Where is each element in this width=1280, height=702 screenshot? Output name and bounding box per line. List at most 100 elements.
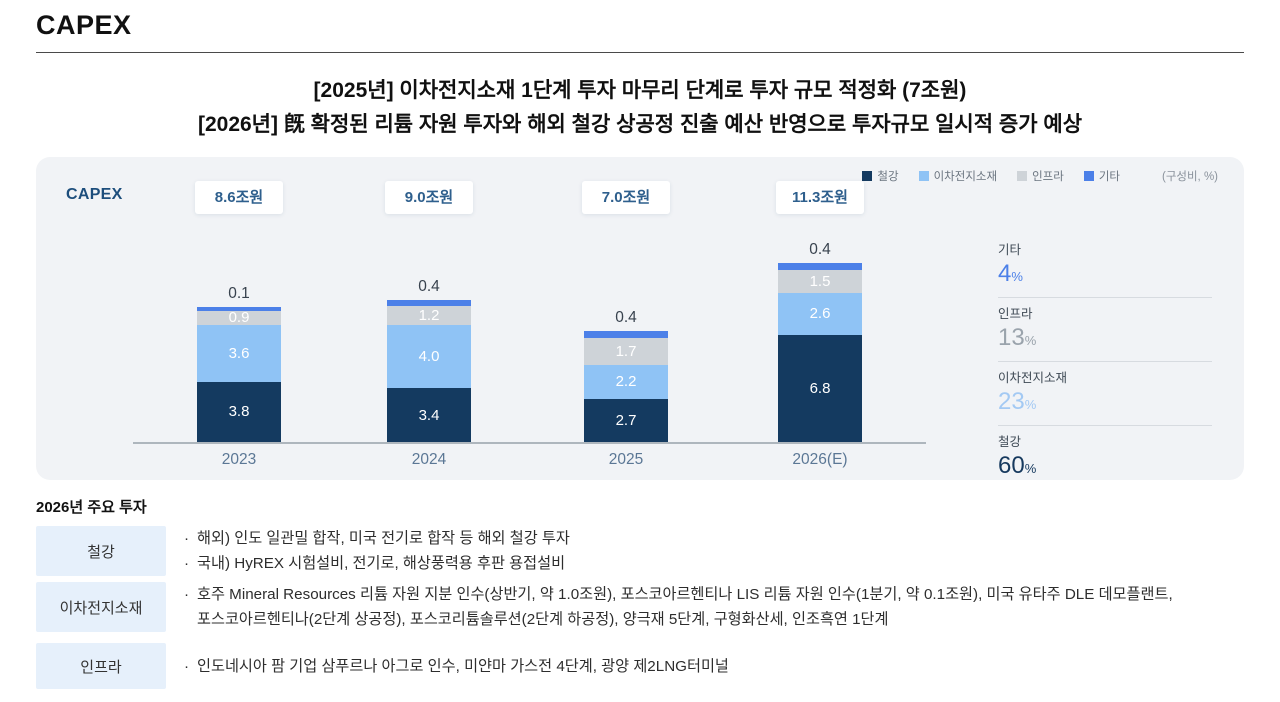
total-amount-box: 9.0조원: [385, 181, 473, 214]
legend-swatch-icon: [1083, 171, 1094, 181]
segment-value-label: 2.2: [615, 373, 637, 391]
bullet-spacer: [184, 607, 197, 632]
composition-value-number: 60: [998, 452, 1025, 479]
investment-text: 인도네시아 팜 기업 삼푸르나 아그로 인수, 미얀마 가스전 4단계, 광양 …: [197, 657, 729, 675]
composition-unit-note: (구성비, %): [1161, 171, 1218, 183]
segment-value-label: 3.6: [228, 345, 250, 363]
bar-2024: 1.2 4.0 3.4: [387, 299, 471, 442]
composition-value-number: 23: [998, 388, 1025, 415]
bar-segment: [584, 331, 668, 338]
bar-top-label: 0.4: [418, 277, 440, 295]
bar-segment: 3.6: [197, 325, 281, 382]
bar-2023: 0.9 3.6 3.8: [197, 306, 281, 442]
composition-label: 철강: [998, 435, 1022, 449]
investment-row: 이차전지소재 · 호주 Mineral Resources 리튬 자원 지분 인수(…: [36, 582, 1244, 632]
bar-segment: 4.0: [387, 325, 471, 389]
headline-line2: [2026년] 旣 확정된 리튬 자원 투자와 해외 철강 상공정 진출 예산 …: [197, 113, 1083, 136]
bar-top-label: 0.4: [615, 309, 637, 327]
legend-item: 이차전지소재: [918, 168, 998, 184]
composition-value-number: 4: [998, 260, 1012, 287]
bar-segment: 2.2: [584, 364, 668, 400]
investment-details: · 인도네시아 팜 기업 삼푸르나 아그로 인수, 미얀마 가스전 4단계, 광양…: [184, 643, 729, 689]
bar-segment: 0.9: [197, 309, 281, 326]
bar-segment: 6.8: [778, 334, 862, 442]
composition-value-number: 13: [998, 324, 1025, 351]
bar-segment: 1.5: [778, 269, 862, 294]
composition-label: 인프라: [998, 307, 1033, 321]
segment-value-label: 3.4: [418, 406, 440, 424]
composition-panel: 기타 4% 인프라 13% 이차전지소재 23% 철강 60%: [998, 243, 1212, 489]
bar-segment: 1.2: [387, 306, 471, 326]
investment-category-label: 철강: [36, 526, 166, 576]
investment-row: 인프라 · 인도네시아 팜 기업 삼푸르나 아그로 인수, 미얀마 가스전 4단계,…: [36, 643, 1244, 689]
investment-text: 호주 Mineral Resources 리튬 자원 지분 인수(상반기, 약 …: [197, 586, 1173, 603]
segment-value-label: 1.7: [615, 342, 637, 360]
investment-line: · 인도네시아 팜 기업 삼푸르나 아그로 인수, 미얀마 가스전 4단계, 광양…: [184, 654, 729, 679]
composition-item: 이차전지소재 23%: [998, 371, 1212, 426]
legend-label: 기타: [1098, 171, 1120, 183]
segment-value-label: 6.8: [809, 379, 831, 397]
legend-label: 인프라: [1032, 171, 1064, 183]
composition-value-unit: %: [1011, 269, 1023, 284]
bullet-icon: ·: [184, 586, 190, 603]
composition-item: 인프라 13%: [998, 307, 1212, 362]
bullet-icon: ·: [184, 555, 190, 572]
legend-swatch-icon: [918, 171, 929, 181]
composition-value-unit: %: [1024, 397, 1037, 412]
composition-label: 기타: [998, 243, 1022, 257]
bar-segment: 2.6: [778, 293, 862, 335]
segment-value-label: 1.5: [809, 273, 831, 291]
composition-value: 13%: [998, 324, 1212, 354]
legend-label: 철강: [877, 171, 899, 183]
investment-line: · 해외) 인도 일관밀 합작, 미국 전기로 합작 등 해외 철강 투자: [184, 526, 570, 551]
page-title: CAPEX: [36, 10, 132, 40]
legend-swatch-icon: [1017, 171, 1028, 181]
composition-value: 23%: [998, 388, 1212, 418]
composition-label: 이차전지소재: [998, 371, 1068, 385]
investments-heading: 2026년 주요 투자: [36, 499, 147, 516]
legend-item: 인프라: [1017, 168, 1064, 184]
legend-item: 기타: [1083, 168, 1120, 184]
investment-category-label: 이차전지소재: [36, 582, 166, 632]
investment-text: 포스코아르헨티나(2단계 상공정), 포스코리튬솔루션(2단계 하공정), 양극…: [197, 611, 889, 628]
capex-chart-panel: CAPEX 철강 이차전지소재 인프라 기타 (구성비, %) 기타 4% 인프라 13% 이차…: [36, 157, 1244, 480]
legend-label: 이차전지소재: [933, 171, 998, 183]
bar-segment: 3.4: [387, 388, 471, 442]
segment-value-label: 3.8: [228, 403, 250, 421]
category-label: 2025: [608, 451, 644, 468]
composition-value-unit: %: [1024, 333, 1037, 348]
segment-value-label: 2.7: [615, 412, 637, 430]
investment-details: · 호주 Mineral Resources 리튬 자원 지분 인수(상반기, 약…: [184, 582, 1173, 632]
investment-category-label: 인프라: [36, 643, 166, 689]
bar-top-label: 0.4: [809, 241, 831, 259]
chart-legend: 철강 이차전지소재 인프라 기타 (구성비, %): [862, 168, 1218, 184]
investment-details: · 해외) 인도 일관밀 합작, 미국 전기로 합작 등 해외 철강 투자 · 국내)…: [184, 526, 570, 576]
investment-line: · 호주 Mineral Resources 리튬 자원 지분 인수(상반기, 약…: [184, 582, 1173, 607]
bar-segment: 2.7: [584, 399, 668, 442]
segment-value-label: 1.2: [418, 307, 440, 325]
investment-line: · 국내) HyREX 시험설비, 전기로, 해상풍력용 후판 용접설비: [184, 551, 570, 576]
total-amount-box: 8.6조원: [195, 181, 283, 214]
total-amount-box: 7.0조원: [582, 181, 670, 214]
legend-swatch-icon: [862, 171, 873, 181]
bar-segment: [387, 299, 471, 307]
composition-value: 4%: [998, 260, 1212, 290]
chart-capex-label: CAPEX: [66, 186, 123, 203]
investment-text: 해외) 인도 일관밀 합작, 미국 전기로 합작 등 해외 철강 투자: [197, 530, 570, 547]
headline-line1: [2025년] 이차전지소재 1단계 투자 마무리 단계로 투자 규모 적정화 …: [313, 79, 967, 102]
category-label: 2023: [221, 451, 257, 468]
composition-item: 철강 60%: [998, 435, 1212, 489]
category-label: 2024: [411, 451, 447, 468]
headline: [2025년] 이차전지소재 1단계 투자 마무리 단계로 투자 규모 적정화 …: [0, 74, 1280, 142]
bar-2026(E): 1.5 2.6 6.8: [778, 263, 862, 442]
total-amount-box: 11.3조원: [776, 181, 864, 214]
header-divider: [36, 52, 1244, 53]
legend-item: 철강: [862, 168, 899, 184]
investment-text: 국내) HyREX 시험설비, 전기로, 해상풍력용 후판 용접설비: [197, 555, 566, 572]
bar-segment: [197, 306, 281, 311]
bar-segment: [778, 263, 862, 270]
investment-line: 포스코아르헨티나(2단계 상공정), 포스코리튬솔루션(2단계 하공정), 양극…: [184, 607, 1173, 632]
composition-value: 60%: [998, 452, 1212, 482]
bar-segment: 1.7: [584, 337, 668, 365]
